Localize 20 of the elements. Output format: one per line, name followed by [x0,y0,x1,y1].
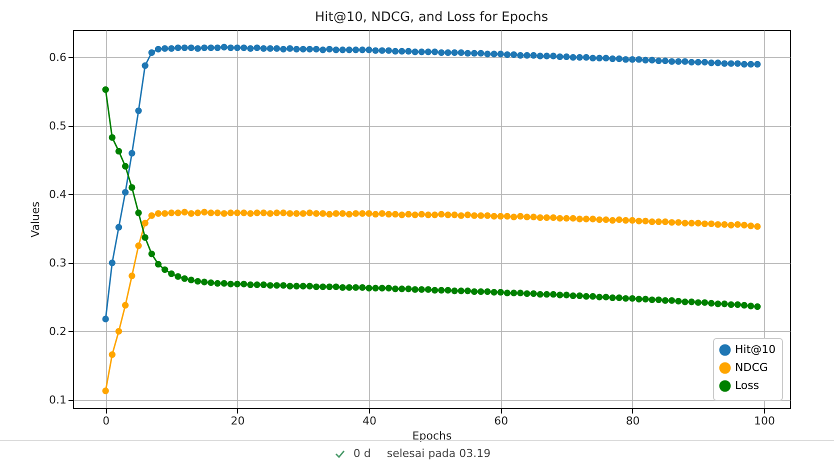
x-tick-label: 0 [102,414,110,428]
y-tick-label: 0.4 [49,188,66,201]
legend-label: Hit@10 [735,343,776,356]
x-axis-title: Epochs [412,430,452,442]
x-tick-label: 20 [230,414,245,428]
x-tick-label: 100 [754,414,775,428]
y-tick-label: 0.3 [49,256,66,270]
x-tick-label: 80 [626,414,640,428]
legend-label: Loss [735,379,760,392]
y-tick-label: 0.5 [49,119,66,132]
y-tick-label: 0.1 [49,393,66,406]
legend-label: NDCG [735,361,768,374]
y-axis-title: Values [29,201,42,238]
y-tick-label: 0.2 [49,324,66,338]
chart-title: Hit@10, NDCG, and Loss for Epochs [314,10,548,25]
y-tick-label: 0.6 [49,50,66,64]
text: 0 d [353,447,371,460]
text: selesai pada 03.19 [386,447,491,460]
x-tick-label: 60 [494,414,508,428]
x-tick-label: 40 [362,414,376,428]
